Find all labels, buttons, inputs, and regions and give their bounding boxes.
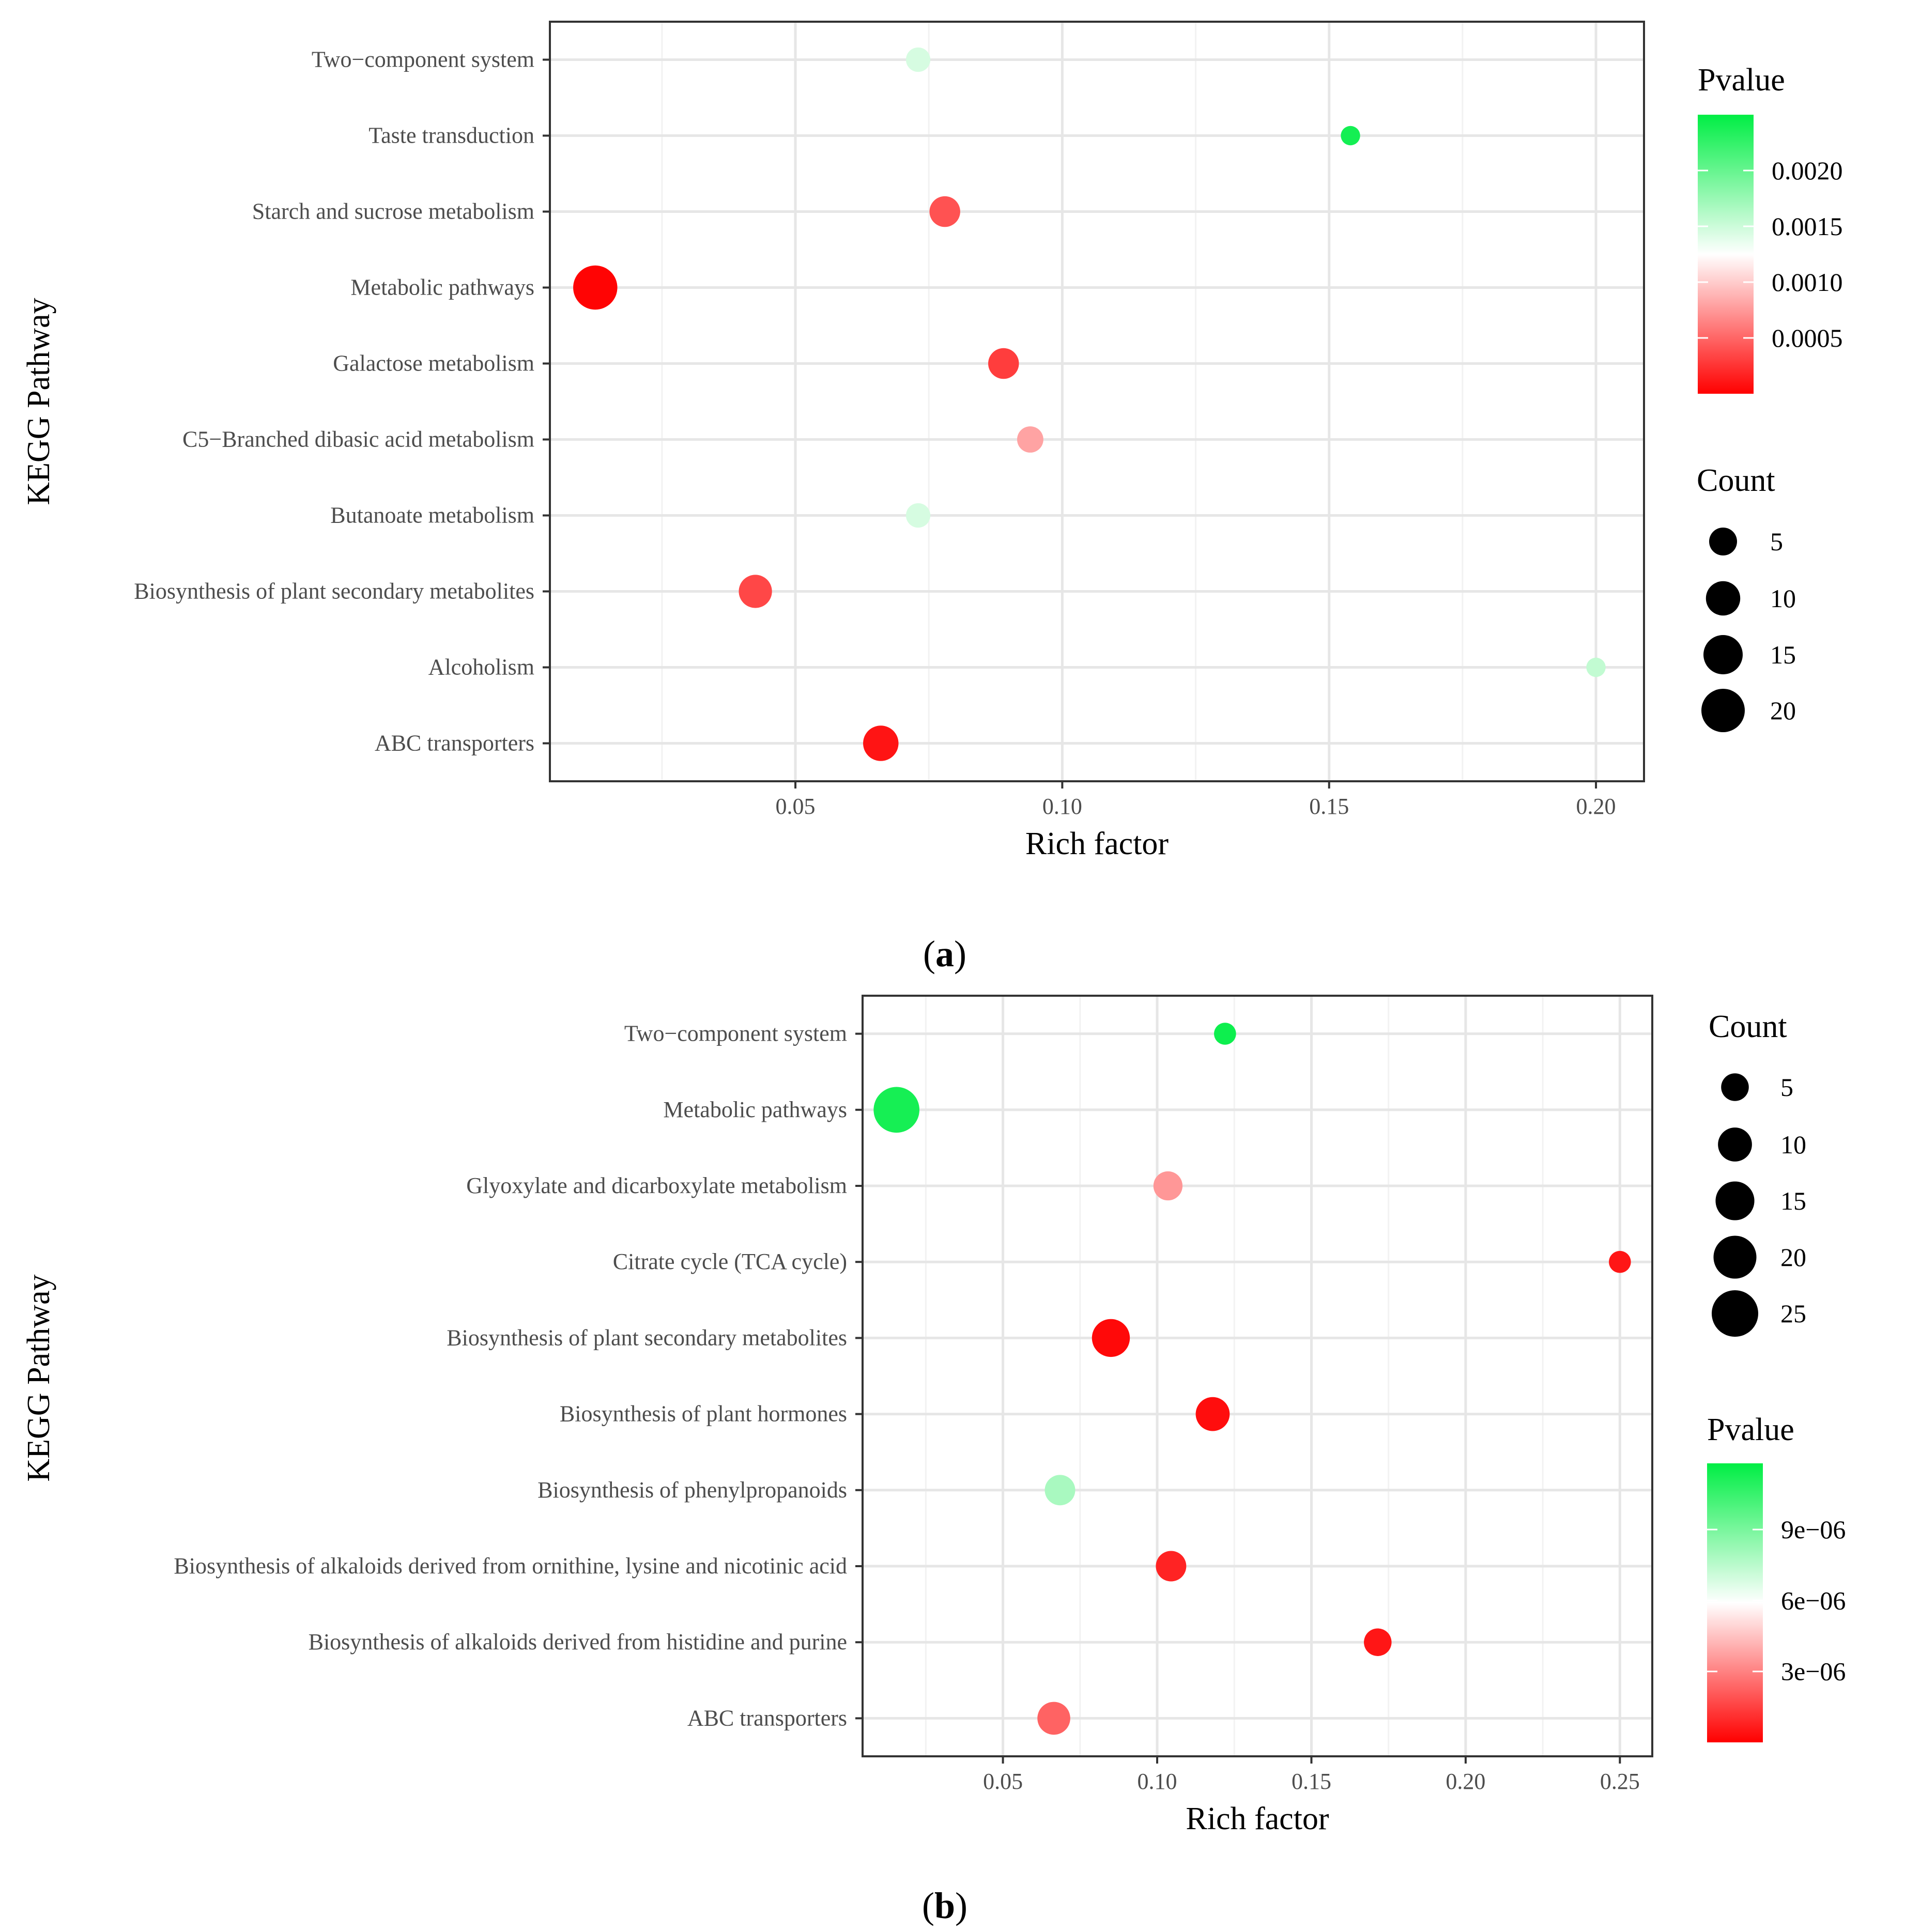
count-legend-label: 20	[1770, 696, 1796, 725]
panel-b-label: (b)	[922, 1885, 967, 1926]
y-tick-label: Starch and sucrose metabolism	[252, 199, 534, 224]
y-tick-label: Galactose metabolism	[333, 351, 534, 376]
panel-b-chart: 0.05 0.10 0.15 0.20 0.25 Two−component system…	[21, 995, 1846, 1836]
data-point	[905, 503, 931, 528]
count-legend-title: Count	[1709, 1009, 1787, 1044]
x-tick-label: 0.15	[1292, 1769, 1331, 1794]
panel-a-label: (a)	[923, 933, 966, 975]
count-legend-label: 5	[1780, 1073, 1793, 1102]
y-tick-label: Metabolic pathways	[350, 275, 534, 300]
y-tick-label: Biosynthesis of alkaloids derived from o…	[174, 1553, 847, 1579]
data-point	[1586, 657, 1606, 677]
data-point	[1017, 426, 1043, 453]
x-tick-label: 0.15	[1309, 794, 1349, 819]
pvalue-colorbar	[1707, 1463, 1763, 1742]
colorbar-tick-label: 3e−06	[1781, 1657, 1846, 1686]
y-tick-label: Glyoxylate and dicarboxylate metabolism	[466, 1173, 847, 1198]
data-point	[1037, 1702, 1070, 1735]
count-legend-title: Count	[1697, 463, 1775, 498]
count-legend-label: 10	[1770, 584, 1796, 613]
count-legend-label: 10	[1780, 1130, 1806, 1159]
y-tick-label: Biosynthesis of plant secondary metaboli…	[134, 579, 534, 604]
data-point	[988, 348, 1019, 379]
data-point	[1153, 1171, 1183, 1201]
y-axis-label: KEGG Pathway	[21, 298, 56, 505]
count-legend-dot	[1718, 1127, 1752, 1162]
count-legend-dot	[1703, 635, 1743, 674]
y-tick-label: Biosynthesis of plant hormones	[560, 1401, 847, 1427]
plot-border	[549, 21, 1645, 782]
count-legend-dot	[1715, 1181, 1755, 1220]
y-tick-label: Metabolic pathways	[663, 1097, 847, 1122]
panel-a-chart: 0.05 0.10 0.15 0.20 Two−component system Tast…	[21, 21, 1843, 861]
colorbar-tick-label: 0.0010	[1772, 268, 1843, 297]
y-tick-label: Taste transduction	[368, 123, 534, 148]
x-axis-label: Rich factor	[1186, 1801, 1329, 1836]
y-tick-label: Butanoate metabolism	[330, 503, 534, 528]
y-tick-label: ABC transporters	[687, 1705, 847, 1730]
count-legend-dot	[1706, 581, 1741, 616]
data-point	[929, 196, 960, 227]
data-point	[739, 575, 772, 608]
x-tick-label: 0.10	[1138, 1769, 1177, 1794]
x-tick-label: 0.10	[1042, 794, 1082, 819]
plot-area	[550, 22, 1644, 781]
count-legend-dot	[1713, 1235, 1757, 1279]
count-legend-dot	[1721, 1073, 1749, 1101]
colorbar-tick-label: 6e−06	[1781, 1586, 1846, 1615]
data-point	[1044, 1475, 1076, 1506]
count-legend-dot	[1712, 1290, 1758, 1337]
pvalue-colorbar	[1698, 115, 1754, 394]
count-legend-label: 20	[1780, 1243, 1806, 1272]
count-legend-label: 5	[1770, 527, 1783, 556]
count-legend-label: 15	[1770, 640, 1796, 669]
count-legend-label: 15	[1780, 1186, 1806, 1215]
colorbar-tick-label: 9e−06	[1781, 1515, 1846, 1544]
x-axis-label: Rich factor	[1025, 826, 1169, 861]
colorbar-tick-label: 0.0020	[1772, 156, 1843, 185]
x-tick-label: 0.05	[776, 794, 816, 819]
count-legend-dot	[1701, 689, 1745, 732]
y-tick-label: Biosynthesis of phenylpropanoids	[537, 1477, 847, 1503]
y-axis-label: KEGG Pathway	[21, 1274, 56, 1481]
data-point	[1156, 1551, 1187, 1582]
colorbar-tick-label: 0.0005	[1772, 323, 1843, 352]
data-point	[1213, 1023, 1236, 1045]
pvalue-legend-title: Pvalue	[1698, 63, 1785, 98]
x-tick-label: 0.20	[1446, 1769, 1485, 1794]
data-point	[863, 725, 899, 761]
data-point	[873, 1087, 919, 1133]
colorbar-tick-label: 0.0015	[1772, 212, 1843, 241]
y-tick-label: C5−Branched dibasic acid metabolism	[182, 427, 534, 452]
data-point	[1608, 1250, 1631, 1273]
y-tick-label: Two−component system	[312, 47, 534, 72]
count-legend-dot	[1709, 528, 1737, 555]
y-tick-label: Biosynthesis of plant secondary metaboli…	[447, 1325, 847, 1350]
plot-border	[862, 995, 1653, 1757]
data-point	[1195, 1397, 1230, 1431]
data-point	[1341, 126, 1360, 146]
y-tick-label: Biosynthesis of alkaloids derived from h…	[309, 1629, 847, 1655]
y-tick-label: Citrate cycle (TCA cycle)	[613, 1249, 847, 1274]
pvalue-legend-title: Pvalue	[1707, 1412, 1794, 1447]
x-tick-label: 0.20	[1576, 794, 1616, 819]
plot-area	[863, 996, 1652, 1756]
y-tick-label: Alcoholism	[428, 655, 534, 680]
data-point	[573, 265, 618, 310]
data-point	[905, 47, 931, 72]
y-tick-label: ABC transporters	[375, 731, 534, 756]
y-tick-label: Two−component system	[624, 1021, 847, 1046]
data-point	[1364, 1628, 1392, 1656]
count-legend-label: 25	[1780, 1299, 1806, 1328]
x-tick-label: 0.05	[983, 1769, 1023, 1794]
x-tick-label: 0.25	[1600, 1769, 1640, 1794]
data-point	[1092, 1319, 1130, 1357]
